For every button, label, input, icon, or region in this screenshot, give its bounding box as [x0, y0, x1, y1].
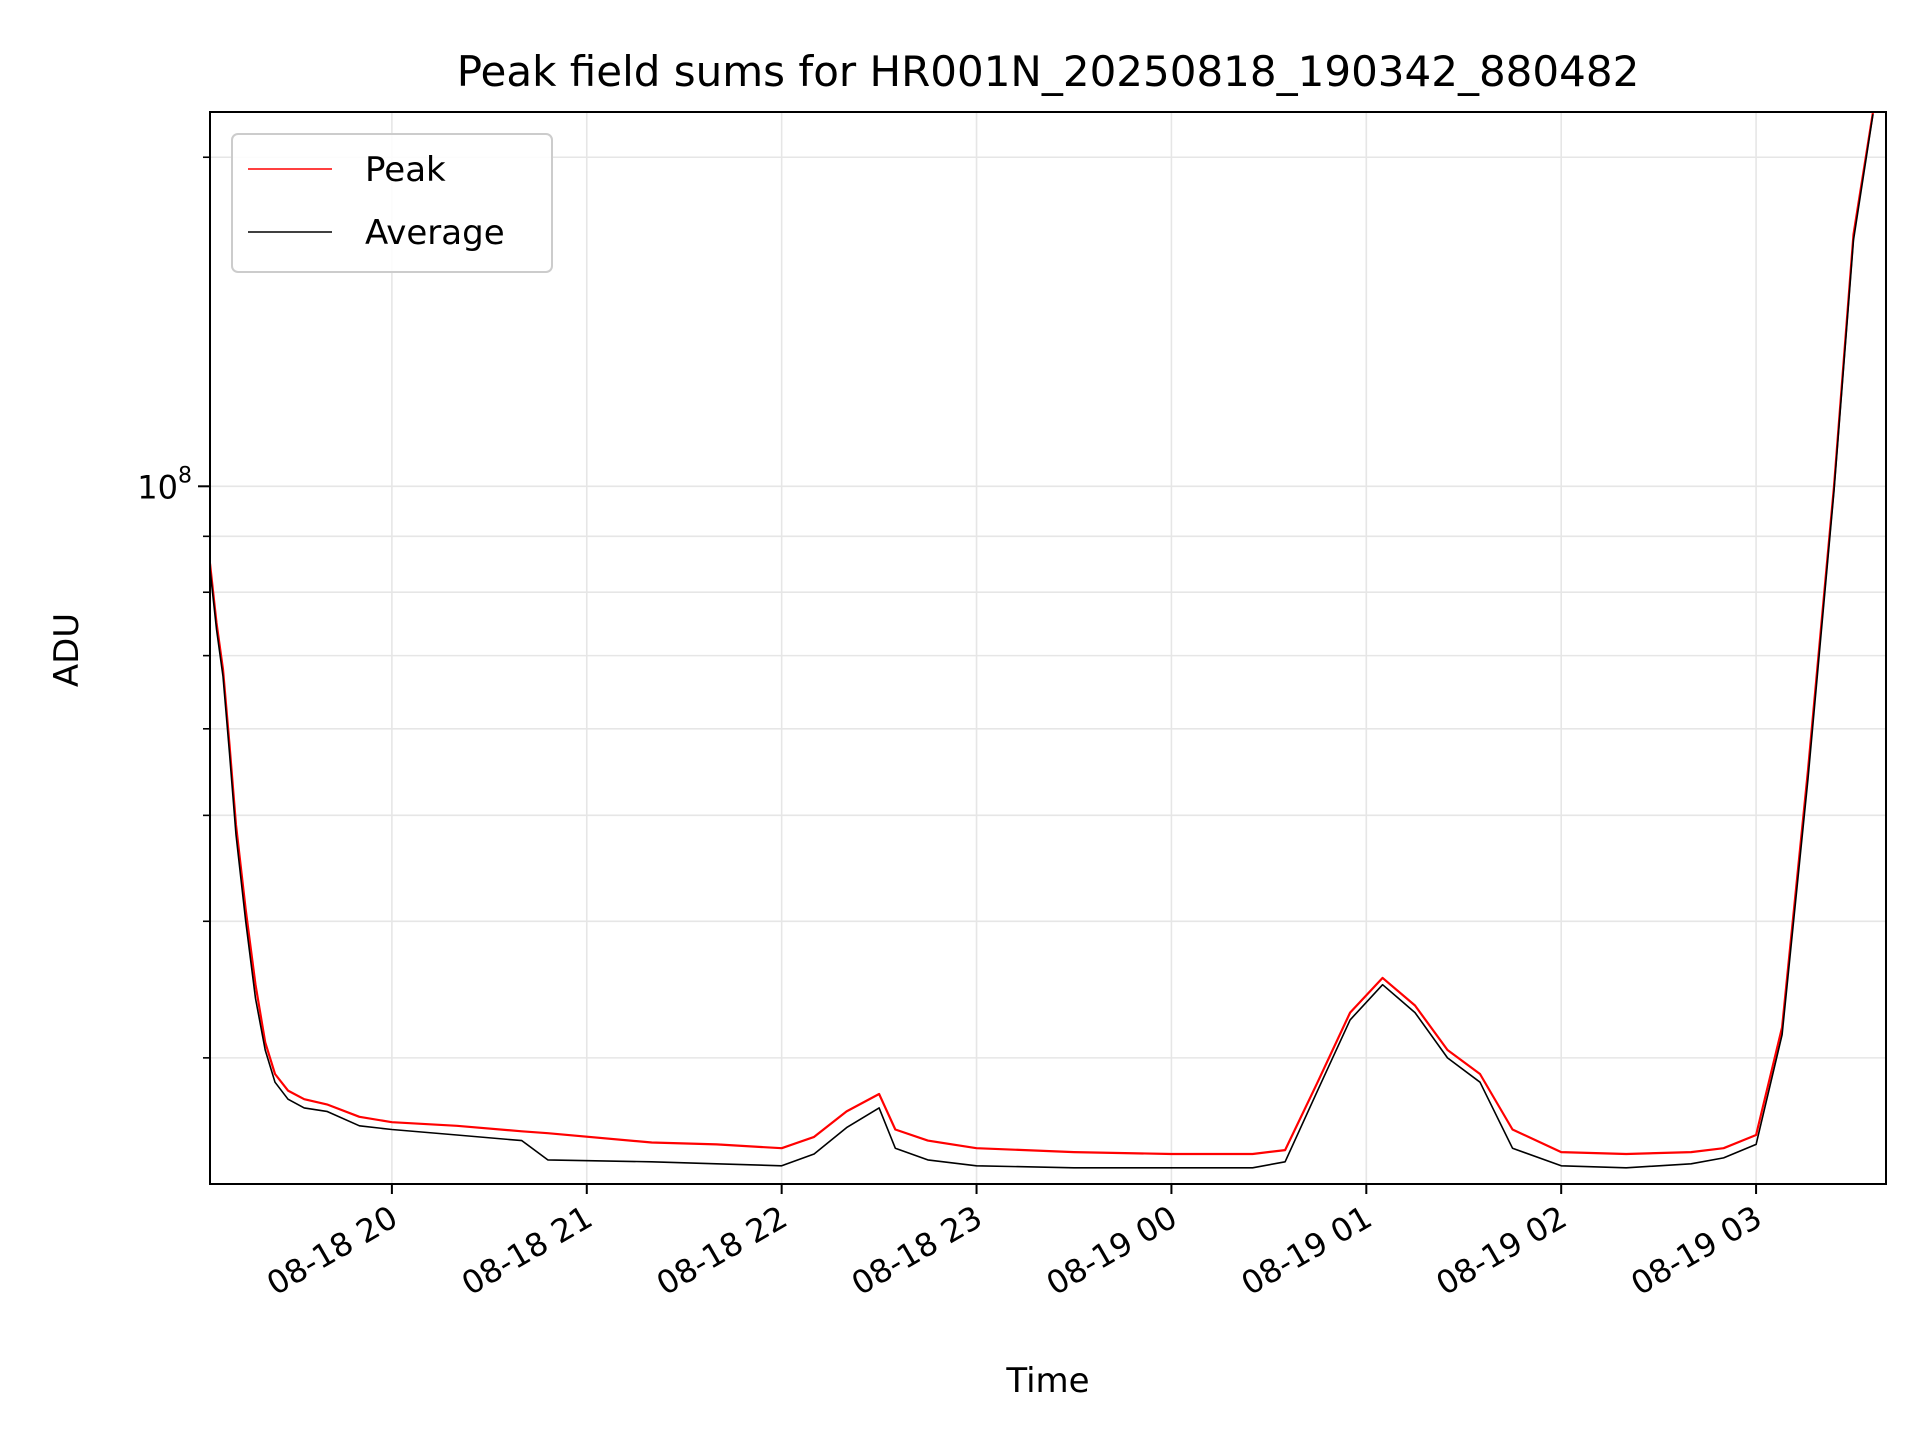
legend-peak-label: Peak [365, 150, 446, 190]
y-axis-label: ADU [47, 613, 87, 687]
plot-frame [209, 111, 1887, 1185]
series-layer [210, 112, 1875, 1169]
y-axis: 108 [137, 156, 210, 1059]
series-line-average [210, 114, 1874, 1169]
grid [210, 112, 1886, 1184]
y-tick-label: 108 [137, 463, 192, 506]
series-line-peak [210, 112, 1875, 1156]
legend: Peak Average [231, 133, 553, 273]
x-axis-label: Time [1005, 1361, 1089, 1401]
legend-average-label: Average [365, 213, 505, 253]
chart-title: Peak field sums for HR001N_20250818_1903… [457, 47, 1640, 96]
